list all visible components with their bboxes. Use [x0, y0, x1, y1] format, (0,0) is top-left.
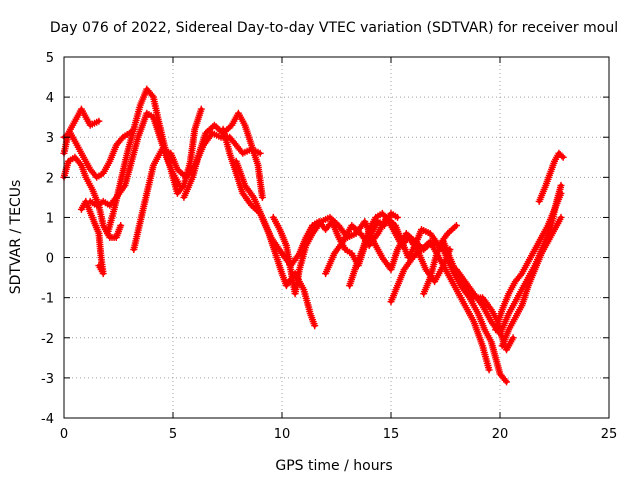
x-axis-label: GPS time / hours: [275, 458, 392, 474]
y-tick-label: 4: [46, 91, 54, 106]
series-markers: [498, 213, 565, 350]
series-trace-18: [492, 189, 565, 334]
series-trace-20: [535, 149, 567, 205]
x-tick-label: 20: [492, 427, 509, 442]
series-markers: [387, 238, 493, 374]
data-series-group: [60, 85, 567, 386]
x-tick-label: 15: [383, 427, 400, 442]
series-markers: [492, 189, 565, 334]
series-markers: [431, 238, 510, 386]
y-tick-label: -2: [41, 332, 54, 347]
series-markers: [346, 209, 454, 290]
x-tick-label: 25: [601, 427, 618, 442]
axis-ticks: 0 5 10 15 20 25 -4 -3 -2 -1 0 1 2 3 4 5: [41, 51, 617, 442]
y-tick-label: 2: [46, 171, 54, 186]
y-tick-label: 0: [46, 252, 54, 267]
y-tick-label: -1: [41, 292, 54, 307]
x-tick-label: 0: [60, 427, 68, 442]
series-markers: [535, 149, 567, 205]
series-trace-19: [498, 213, 565, 350]
y-tick-label: 3: [46, 131, 54, 146]
x-tick-label: 10: [274, 427, 291, 442]
y-tick-label: 5: [46, 51, 54, 66]
series-markers: [104, 85, 205, 237]
y-tick-label: -3: [41, 372, 54, 387]
plot-frame: [63, 56, 610, 419]
chart-title: Day 076 of 2022, Sidereal Day-to-day VTE…: [50, 20, 618, 36]
y-tick-label: -4: [41, 412, 54, 427]
x-tick-label: 5: [169, 427, 177, 442]
series-trace-4: [77, 197, 107, 278]
series-markers: [77, 197, 107, 278]
y-tick-label: 1: [46, 211, 54, 226]
series-trace-16: [431, 238, 510, 386]
y-axis-label: SDTVAR / TECUs: [8, 180, 24, 295]
